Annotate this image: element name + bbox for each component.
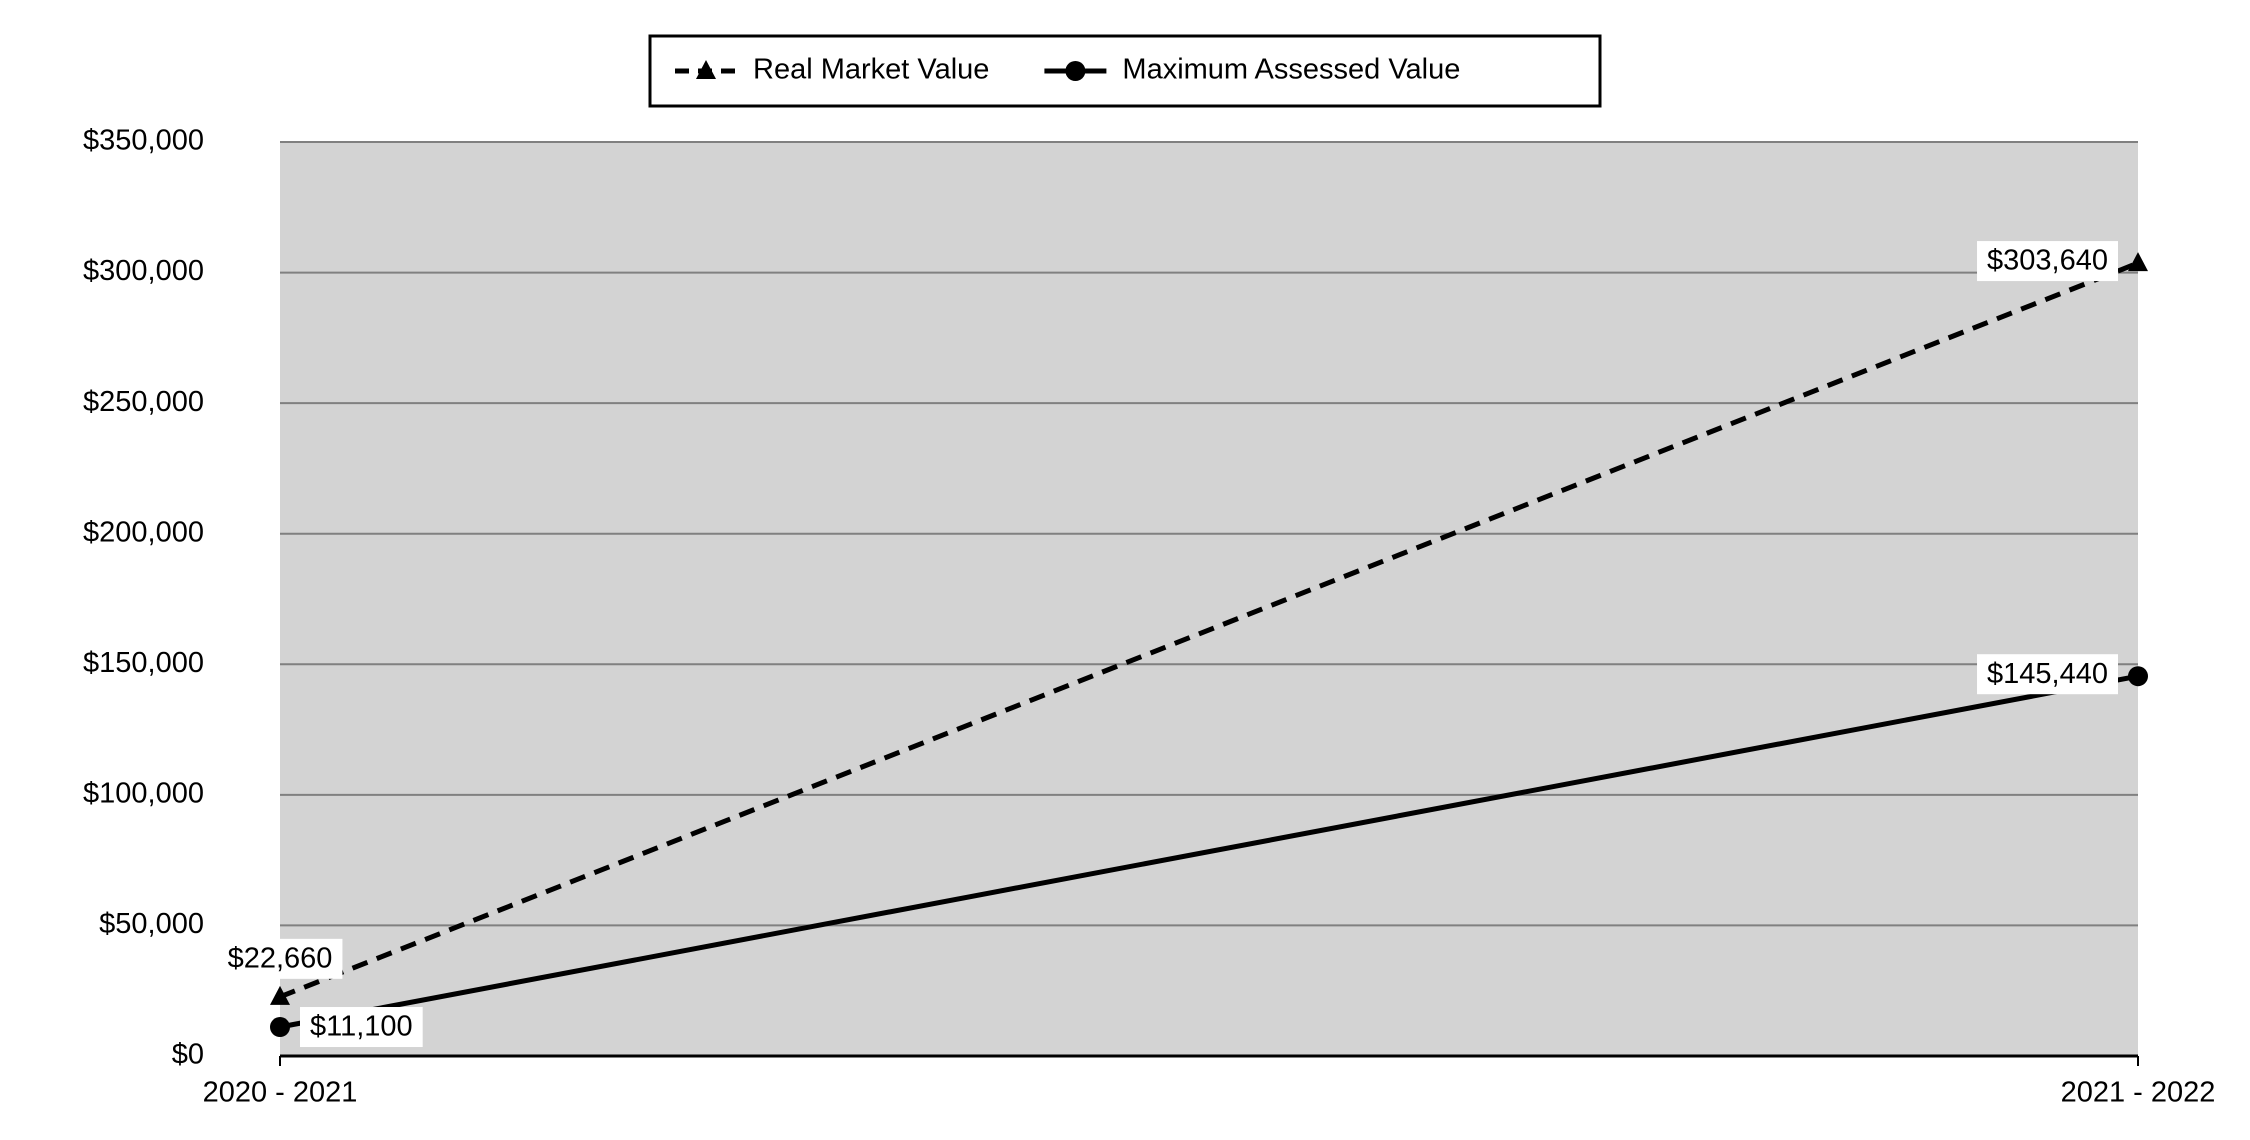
legend-label: Maximum Assessed Value — [1122, 54, 1460, 86]
plot-area — [280, 142, 2138, 1056]
x-tick-label: 2021 - 2022 — [2061, 1077, 2216, 1109]
y-tick-label: $150,000 — [83, 647, 204, 679]
marker — [696, 60, 716, 79]
y-tick-label: $100,000 — [83, 778, 204, 810]
data-label: $22,660 — [217, 938, 343, 979]
marker — [270, 1017, 290, 1038]
marker — [2128, 252, 2148, 272]
marker — [2128, 666, 2148, 687]
data-label-box — [1977, 241, 2118, 282]
data-label-text: $303,640 — [1987, 245, 2108, 277]
data-label: $11,100 — [300, 1007, 423, 1048]
x-tick-label: 2020 - 2021 — [203, 1077, 358, 1109]
y-tick-label: $0 — [172, 1039, 204, 1071]
y-tick-label: $250,000 — [83, 386, 204, 418]
series-line — [279, 260, 2139, 1000]
data-label-text: $145,440 — [1987, 658, 2108, 690]
legend-label: Real Market Value — [753, 54, 989, 86]
data-label: $145,440 — [1977, 654, 2118, 695]
data-label-text: $11,100 — [310, 1011, 413, 1043]
series-line — [279, 673, 2139, 1030]
data-label: $303,640 — [1977, 241, 2118, 282]
y-tick-label: $50,000 — [99, 908, 204, 940]
marker — [1065, 61, 1086, 81]
data-label-box — [300, 1007, 423, 1048]
y-tick-label: $200,000 — [83, 516, 204, 548]
y-tick-label: $350,000 — [83, 125, 204, 157]
data-label-text: $22,660 — [228, 942, 333, 974]
data-label-box — [1977, 654, 2118, 695]
marker — [270, 985, 290, 1005]
legend-box — [648, 34, 1602, 108]
legend: Real Market Value Maximum Assessed Value — [648, 34, 1602, 108]
y-tick-label: $300,000 — [83, 255, 204, 287]
data-label-box — [217, 938, 343, 979]
